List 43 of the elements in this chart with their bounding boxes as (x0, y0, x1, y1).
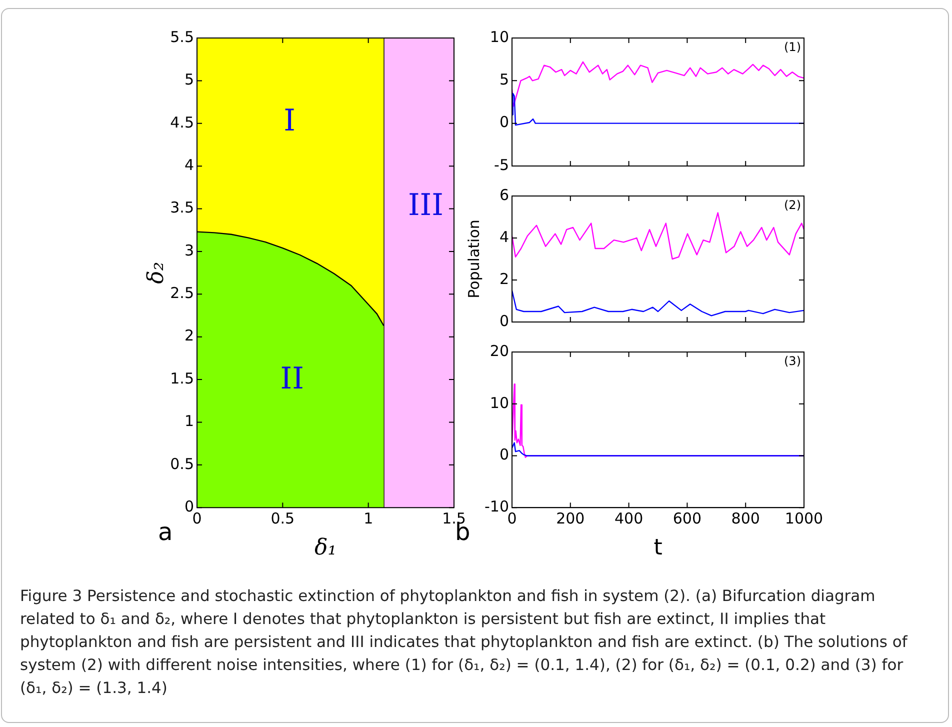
x-tick-label: 1 (364, 509, 374, 528)
x-tick-label: 800 (731, 509, 760, 528)
y-tick-label: 2 (184, 326, 194, 345)
y-tick-label: 0.5 (170, 454, 194, 473)
y-axis-title: Population (464, 220, 483, 298)
y-tick-label: 5 (184, 70, 194, 89)
y-tick-label: 10 (490, 28, 509, 46)
x-tick-label: 1000 (784, 509, 824, 528)
y-tick-label: 0 (499, 446, 509, 464)
y-tick-label: 1.5 (170, 369, 194, 388)
y-tick-label: 4 (499, 228, 509, 246)
y-tick-label: 10 (490, 394, 509, 412)
y-tick-label: 20 (490, 342, 509, 360)
y-tick-label: -5 (494, 156, 509, 174)
annotation: (3) (784, 354, 801, 368)
y-tick-label: 2.5 (170, 284, 194, 302)
y-tick-label: 4.5 (170, 113, 194, 132)
y-tick-label: 1 (184, 412, 194, 430)
y-tick-label: -10 (484, 497, 509, 516)
y-axis-title: δ₂ (144, 262, 169, 284)
annotation: I (284, 103, 296, 138)
x-axis-title: δ₁ (314, 536, 337, 561)
annotation: (2) (784, 198, 801, 212)
x-tick-label: 200 (556, 509, 585, 528)
annotation: (1) (784, 40, 801, 54)
x-tick-label: 400 (614, 509, 644, 528)
text: a (158, 518, 173, 546)
y-tick-label: 3.5 (170, 198, 194, 217)
annotation: III (408, 188, 444, 223)
y-tick-label: 6 (499, 186, 509, 204)
x-tick-label: 600 (672, 509, 702, 528)
y-tick-label: 3 (184, 241, 194, 260)
caption: Figure 3 Persistence and stochastic extinction of phytoplankton and fish in system (2). (a) Bifurcation diagram related to δ₁ and δ₂, where I denotes that phytoplankton is persistent but fish are extinct, II implies that phytoplankton and fish are persistent and III indicates that phytoplankton and fish are extinct. (b) The solutions of system (2) with different noise intensities, where (1) for (δ₁, δ₂) = (0.1, 1.4), (2) for (δ₁, δ₂) = (0.1, 0.2) and (3) for (δ₁, δ₂) = (1.3, 1.4) (20, 586, 909, 699)
y-tick-label: 0 (499, 113, 509, 132)
y-tick-label: 0 (184, 497, 194, 516)
y-tick-label: 5 (499, 70, 509, 89)
x-axis-title: t (654, 536, 663, 561)
y-tick-label: 0 (499, 312, 509, 330)
y-tick-label: 4 (184, 156, 194, 174)
y-tick-label: 2 (499, 270, 509, 288)
annotation: II (280, 362, 304, 397)
x-tick-label: 0.5 (270, 509, 295, 528)
y-tick-label: 5.5 (170, 28, 194, 46)
